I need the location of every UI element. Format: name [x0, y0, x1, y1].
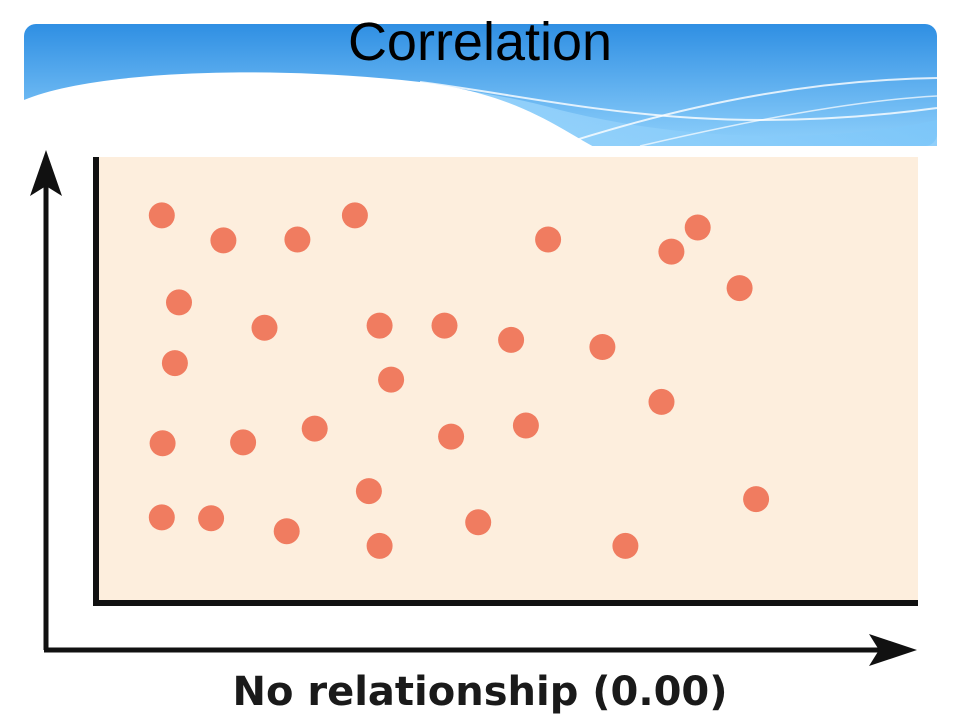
data-point [273, 518, 300, 545]
data-point [341, 202, 368, 229]
data-point [535, 226, 562, 253]
data-point [284, 226, 311, 253]
data-point [658, 238, 685, 265]
banner-swoosh-line [559, 77, 938, 146]
data-point [498, 326, 525, 353]
data-point [438, 423, 465, 450]
data-point [210, 227, 237, 254]
points-layer [148, 202, 770, 559]
slide-title: Correlation [347, 12, 613, 72]
data-point [301, 415, 328, 442]
data-point [684, 214, 711, 241]
data-point [161, 350, 188, 377]
data-point [431, 312, 458, 339]
data-point [198, 505, 225, 532]
banner-swoosh-line [639, 95, 938, 147]
data-point [378, 366, 405, 393]
data-point [648, 388, 675, 415]
data-point [230, 429, 257, 456]
banner-swoosh-line [419, 81, 938, 122]
data-point [355, 478, 382, 505]
data-point [465, 509, 492, 536]
data-point [166, 289, 192, 316]
data-point [512, 412, 539, 439]
data-point [726, 275, 753, 302]
data-point [149, 430, 176, 457]
data-point [366, 312, 393, 339]
data-point [366, 532, 393, 559]
title-banner [24, 24, 938, 150]
data-point [148, 202, 175, 229]
y-axis-arrowhead [30, 150, 62, 196]
data-point [148, 504, 175, 531]
x-axis-arrowhead [869, 634, 917, 666]
data-point [743, 486, 770, 513]
data-point [251, 314, 278, 341]
x-axis-label: No relationship (0.00) [232, 669, 728, 715]
data-point [612, 532, 639, 559]
data-point [589, 334, 616, 360]
plot-background [96, 157, 918, 603]
banner-white-curve [24, 72, 600, 150]
